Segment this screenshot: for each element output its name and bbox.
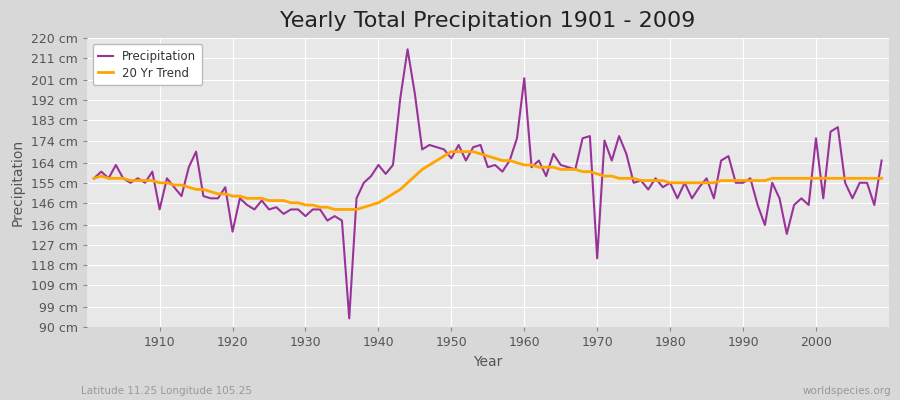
Y-axis label: Precipitation: Precipitation [11, 139, 25, 226]
Text: Latitude 11.25 Longitude 105.25: Latitude 11.25 Longitude 105.25 [81, 386, 252, 396]
Title: Yearly Total Precipitation 1901 - 2009: Yearly Total Precipitation 1901 - 2009 [280, 11, 696, 31]
Precipitation [88, 176, 99, 181]
Line: Precipitation: Precipitation [94, 49, 882, 318]
Precipitation [308, 207, 319, 212]
Precipitation [147, 169, 158, 174]
20 Yr Trend [534, 165, 544, 170]
20 Yr Trend [88, 176, 99, 181]
Precipitation [877, 158, 887, 163]
Precipitation [621, 152, 632, 156]
Precipitation [402, 47, 413, 52]
Precipitation [344, 316, 355, 321]
X-axis label: Year: Year [473, 355, 502, 369]
Legend: Precipitation, 20 Yr Trend: Precipitation, 20 Yr Trend [93, 44, 202, 86]
20 Yr Trend [877, 176, 887, 181]
20 Yr Trend [446, 149, 456, 154]
Line: 20 Yr Trend: 20 Yr Trend [94, 152, 882, 210]
Precipitation [358, 180, 369, 185]
20 Yr Trend [147, 178, 158, 183]
Text: worldspecies.org: worldspecies.org [803, 386, 891, 396]
20 Yr Trend [308, 203, 319, 208]
20 Yr Trend [621, 176, 632, 181]
20 Yr Trend [526, 162, 537, 167]
Precipitation [526, 165, 537, 170]
20 Yr Trend [329, 207, 340, 212]
Precipitation [534, 158, 544, 163]
20 Yr Trend [358, 205, 369, 210]
